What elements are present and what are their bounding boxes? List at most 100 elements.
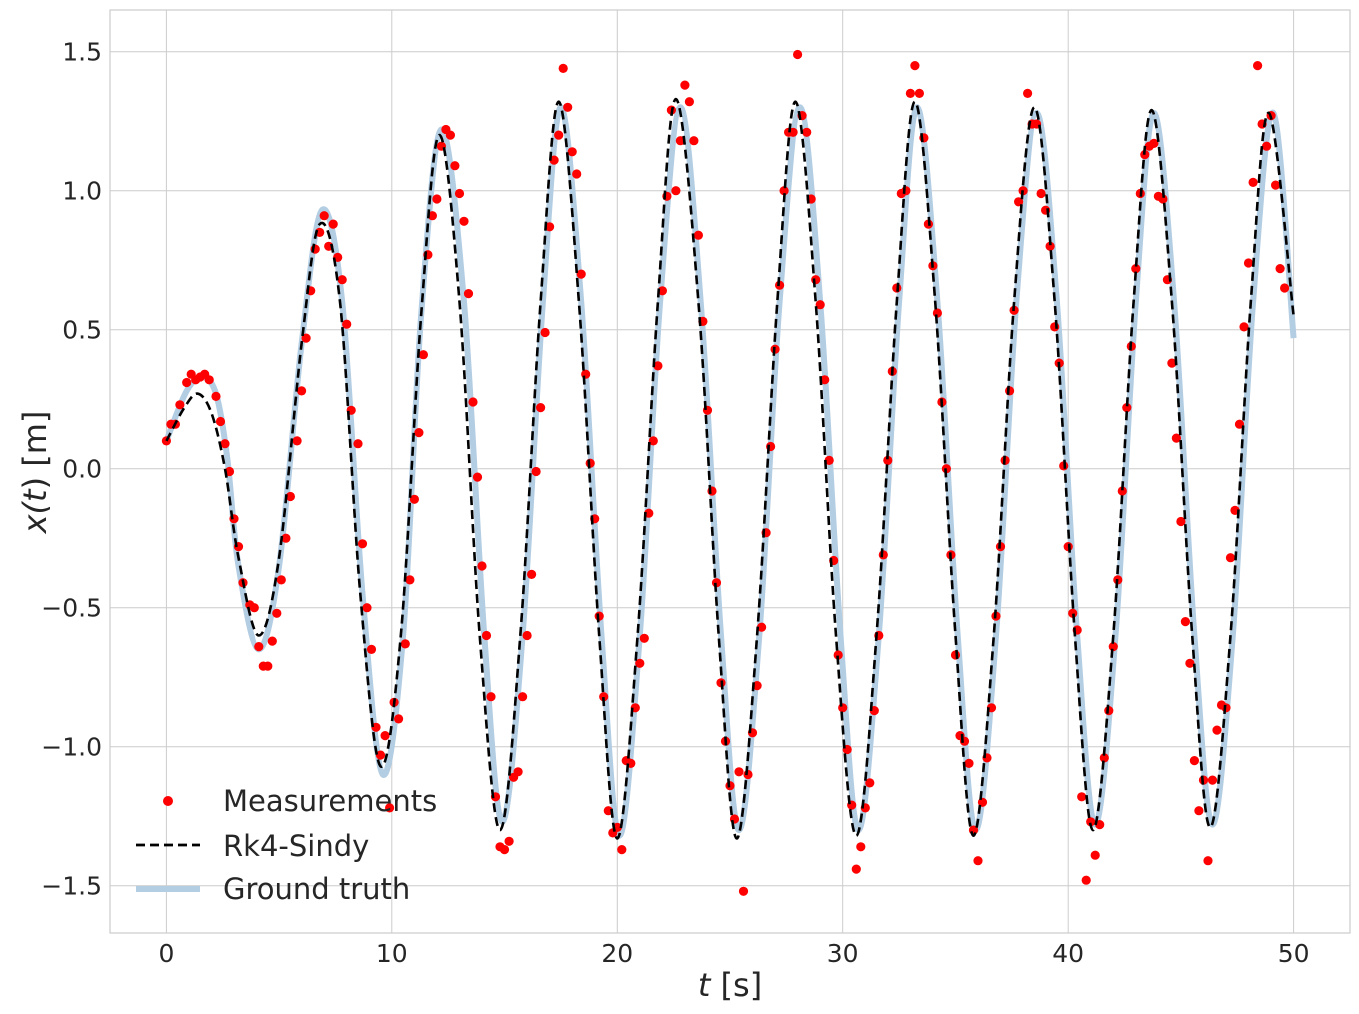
y-tick-label: 1.0 — [62, 177, 102, 206]
measurement-point — [220, 439, 230, 449]
measurement-point — [454, 188, 465, 199]
measurement-point — [1081, 875, 1091, 885]
measurement-point — [272, 608, 282, 618]
measurement-point — [409, 494, 419, 504]
plot-frame — [109, 9, 1351, 934]
y-tick-label: 1.5 — [62, 38, 102, 67]
measurement-point — [337, 275, 347, 285]
measurement-point — [472, 472, 483, 482]
measurement-point — [554, 130, 564, 140]
measurement-point — [499, 845, 510, 855]
measurement-point — [414, 428, 424, 438]
measurement-point — [328, 219, 338, 229]
measurement-point — [540, 327, 550, 338]
measurement-point — [263, 661, 273, 671]
measurement-point — [1275, 264, 1285, 274]
measurement-point — [901, 186, 911, 196]
x-tick-label: 0 — [158, 939, 174, 968]
measurement-point — [1054, 358, 1064, 368]
measurement-point — [1262, 141, 1272, 151]
measurement-point — [486, 692, 496, 702]
measurement-point — [1009, 305, 1019, 315]
measurement-point — [432, 194, 442, 204]
measurement-point — [684, 97, 695, 107]
measurement-point — [204, 375, 214, 385]
measurement-point — [1167, 358, 1177, 368]
series-layer — [161, 49, 1297, 896]
measurement-point — [567, 147, 577, 157]
measurement-point — [362, 603, 372, 613]
measurement-point — [1271, 180, 1281, 190]
measurement-point — [576, 269, 586, 279]
legend-measurements-label: Measurements — [223, 784, 437, 818]
measurement-point — [175, 400, 185, 410]
measurement-point — [1212, 725, 1222, 735]
measurement-point — [1171, 433, 1181, 443]
measurement-point — [1176, 516, 1186, 527]
measurement-point — [811, 275, 821, 285]
measurement-point — [1253, 61, 1263, 71]
measurement-point — [342, 319, 352, 329]
measurement-point — [1099, 753, 1109, 763]
series-line-rk4-sindy — [165, 97, 1295, 840]
y-tick-labels: −1.5 −1.0 −0.5 0.0 0.5 1.0 1.5 — [41, 38, 102, 901]
measurement-point — [1234, 419, 1245, 429]
measurement-point — [914, 88, 925, 98]
measurement-point — [599, 692, 609, 702]
measurement-point — [734, 767, 744, 777]
measurement-point — [964, 758, 974, 769]
measurement-point — [504, 836, 514, 846]
measurement-point — [1225, 553, 1236, 563]
measurement-point — [648, 436, 658, 446]
measurement-point — [603, 806, 613, 816]
measurement-point — [549, 155, 559, 165]
measurement-point — [1036, 188, 1046, 199]
y-tick-label: 0.5 — [62, 316, 102, 345]
measurement-point — [522, 630, 532, 641]
measurement-point — [1117, 486, 1127, 496]
measurement-point — [635, 658, 645, 668]
measurement-point — [394, 714, 404, 724]
measurement-point — [254, 642, 264, 652]
y-tick-label: −1.5 — [41, 872, 102, 901]
measurement-point — [833, 650, 843, 660]
legend-measurements-marker — [163, 796, 173, 806]
measurement-point — [1243, 258, 1254, 268]
measurement-point — [775, 280, 785, 290]
series-line-ground-truth — [163, 104, 1297, 839]
measurement-point — [375, 750, 386, 760]
measurement-point — [518, 692, 528, 702]
x-tick-label: 20 — [601, 939, 633, 968]
measurement-point — [793, 49, 803, 60]
measurement-point — [353, 439, 363, 449]
measurement-point — [680, 80, 690, 90]
measurement-point — [883, 455, 893, 465]
measurement-point — [1090, 850, 1100, 860]
measurement-point — [463, 289, 474, 299]
y-tick-label: −0.5 — [41, 594, 102, 623]
measurement-point — [558, 63, 568, 73]
measurement-point — [973, 856, 983, 866]
measurement-point — [1185, 658, 1195, 668]
measurement-point — [513, 767, 523, 777]
x-tick-label: 40 — [1052, 939, 1084, 968]
measurement-point — [1032, 119, 1042, 129]
measurement-point — [815, 300, 825, 310]
measurement-point — [481, 630, 492, 641]
measurement-point — [527, 569, 537, 580]
measurement-point — [385, 803, 395, 813]
measurement-point — [1122, 403, 1132, 413]
x-tick-labels: 0 10 20 30 40 50 — [158, 939, 1309, 968]
measurement-point — [1189, 756, 1199, 766]
measurement-point — [427, 211, 437, 221]
measurement-point — [545, 222, 555, 232]
legend-rk4-sindy-label: Rk4-Sindy — [223, 829, 369, 863]
measurement-point — [1023, 88, 1033, 98]
measurement-point — [689, 136, 699, 146]
measurement-point — [639, 633, 649, 643]
measurement-point — [215, 416, 226, 427]
measurement-point — [285, 491, 295, 502]
measurement-point — [729, 814, 740, 824]
measurement-point — [459, 216, 469, 226]
